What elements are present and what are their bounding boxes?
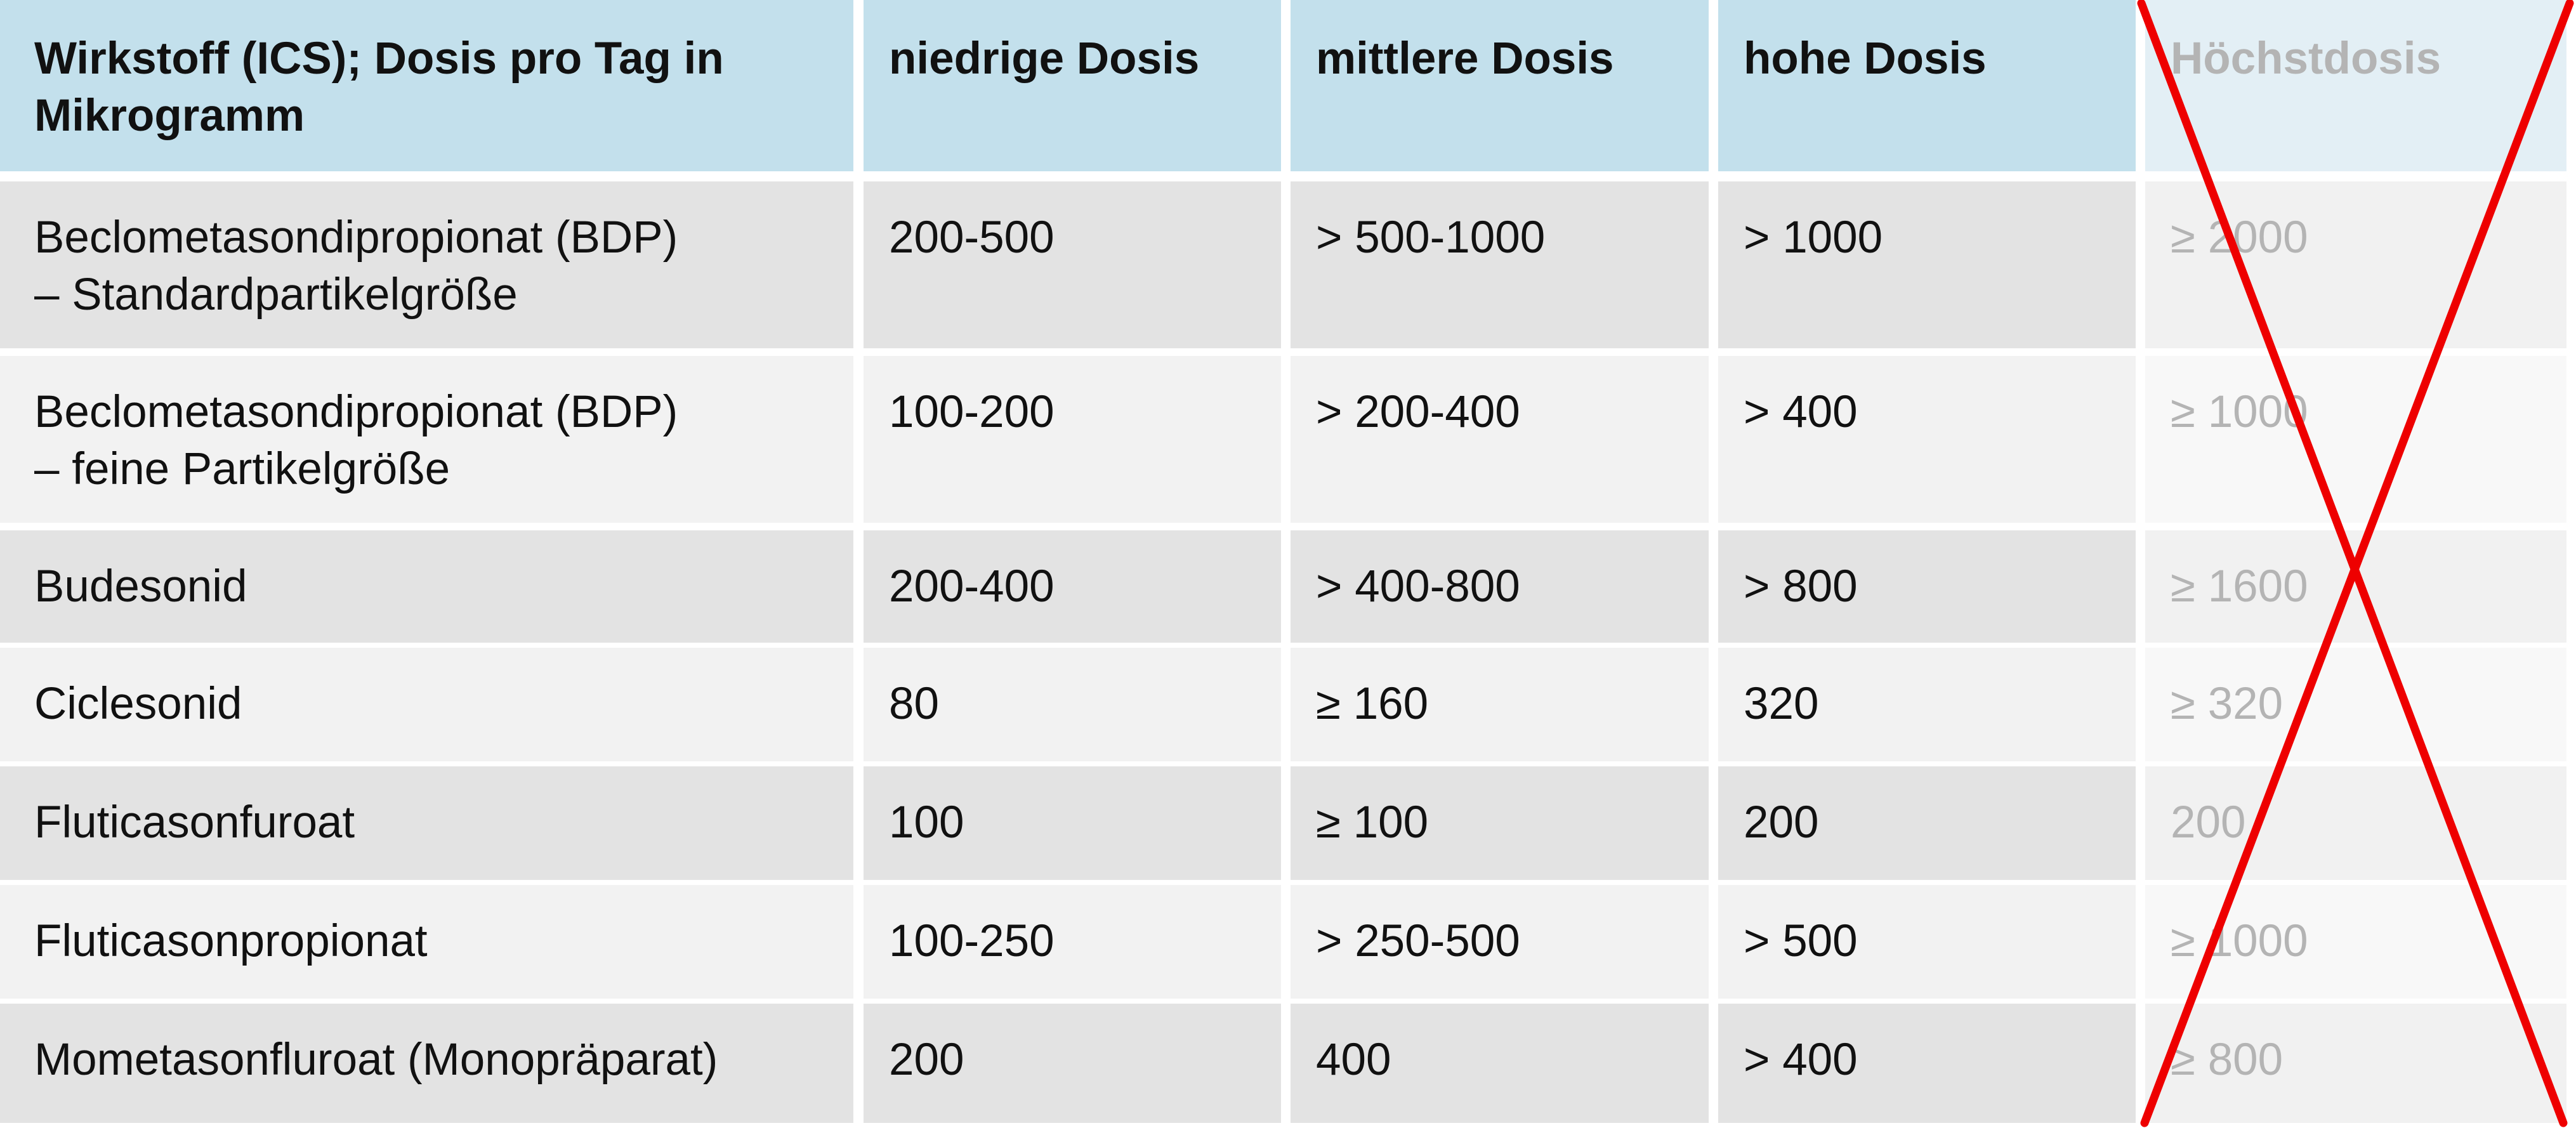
cell-text: 200-500 xyxy=(889,213,1055,263)
table-cell: ≥ 1600 xyxy=(2145,530,2566,643)
cell-text: Fluticasonfuroat xyxy=(34,797,355,848)
table-cell: ≥ 800 xyxy=(2145,1004,2566,1123)
cell-text: 200 xyxy=(1744,797,1819,848)
cell-text: – feine Partikelgröße xyxy=(34,444,450,494)
cell-text: ≥ 1000 xyxy=(2171,387,2308,437)
cell-text: > 500 xyxy=(1744,916,1858,966)
table-cell: ≥ 2000 xyxy=(2145,181,2566,348)
cell-text: Budesonid xyxy=(34,561,247,612)
table-cell: Budesonid xyxy=(0,530,853,643)
table-cell: Mometasonfluroat (Monopräparat) xyxy=(0,1004,853,1123)
table-cell: 200-400 xyxy=(864,530,1281,643)
table-cell: Fluticasonfuroat xyxy=(0,766,853,880)
cell-text: > 500-1000 xyxy=(1316,213,1546,263)
table-cell: 80 xyxy=(864,648,1281,761)
header-cell: Wirkstoff (ICS); Dosis pro Tag in Mikrogr… xyxy=(0,0,853,171)
table-cell: > 200-400 xyxy=(1291,356,1709,523)
table-cell: > 400 xyxy=(1718,1004,2136,1123)
table-cell: ≥ 1000 xyxy=(2145,356,2566,523)
header-cell: mittlere Dosis xyxy=(1291,0,1709,171)
table-cell: > 800 xyxy=(1718,530,2136,643)
table-cell: Fluticasonpropionat xyxy=(0,885,853,999)
cell-text: 200-400 xyxy=(889,561,1055,612)
table-cell: > 250-500 xyxy=(1291,885,1709,999)
table-cell: Ciclesonid xyxy=(0,648,853,761)
cell-text: Beclometasondipropionat (BDP) xyxy=(34,387,678,437)
table-cell: > 500 xyxy=(1718,885,2136,999)
table-cell: 200 xyxy=(2145,766,2566,880)
cell-text: 100 xyxy=(889,797,964,848)
table-cell: 100-200 xyxy=(864,356,1281,523)
table-cell: 200 xyxy=(1718,766,2136,880)
header-text: Wirkstoff (ICS); Dosis pro Tag in xyxy=(34,34,724,84)
cell-text: > 200-400 xyxy=(1316,387,1520,437)
header-text: Mikrogramm xyxy=(34,91,305,141)
cell-text: > 250-500 xyxy=(1316,916,1520,966)
header-text: hohe Dosis xyxy=(1744,34,1987,84)
table-cell: 320 xyxy=(1718,648,2136,761)
header-text: Höchstdosis xyxy=(2171,34,2441,84)
table-cell: > 400-800 xyxy=(1291,530,1709,643)
cell-text: ≥ 1000 xyxy=(2171,916,2308,966)
table-cell: 200 xyxy=(864,1004,1281,1123)
table-cell: > 1000 xyxy=(1718,181,2136,348)
cell-text: 320 xyxy=(1744,679,1819,729)
header-cell: niedrige Dosis xyxy=(864,0,1281,171)
cell-text: > 1000 xyxy=(1744,213,1883,263)
cell-text: Mometasonfluroat (Monopräparat) xyxy=(34,1035,718,1085)
header-cell: hohe Dosis xyxy=(1718,0,2136,171)
header-cell: Höchstdosis xyxy=(2145,0,2566,171)
cell-text: ≥ 1600 xyxy=(2171,561,2308,612)
cell-text: > 400 xyxy=(1744,387,1858,437)
table-cell: ≥ 160 xyxy=(1291,648,1709,761)
table-cell: 100-250 xyxy=(864,885,1281,999)
cell-text: 200 xyxy=(2171,797,2246,848)
table-cell: ≥ 320 xyxy=(2145,648,2566,761)
table-cell: 200-500 xyxy=(864,181,1281,348)
cell-text: ≥ 100 xyxy=(1316,797,1429,848)
cell-text: Ciclesonid xyxy=(34,679,242,729)
header-text: mittlere Dosis xyxy=(1316,34,1614,84)
table-cell: Beclometasondipropionat (BDP) – Standardp… xyxy=(0,181,853,348)
cell-text: 400 xyxy=(1316,1035,1391,1085)
cell-text: ≥ 320 xyxy=(2171,679,2284,729)
cell-text: 200 xyxy=(889,1035,964,1085)
cell-text: 80 xyxy=(889,679,939,729)
table-cell: 400 xyxy=(1291,1004,1709,1123)
table-cell: Beclometasondipropionat (BDP) – feine Par… xyxy=(0,356,853,523)
table-cell: > 500-1000 xyxy=(1291,181,1709,348)
cell-text: ≥ 160 xyxy=(1316,679,1429,729)
header-text: niedrige Dosis xyxy=(889,34,1200,84)
cell-text: 100-250 xyxy=(889,916,1055,966)
table-cell: 100 xyxy=(864,766,1281,880)
cell-text: > 800 xyxy=(1744,561,1858,612)
cell-text: Beclometasondipropionat (BDP) xyxy=(34,213,678,263)
table-cell: ≥ 100 xyxy=(1291,766,1709,880)
table-cell: ≥ 1000 xyxy=(2145,885,2566,999)
table-cell: > 400 xyxy=(1718,356,2136,523)
cell-text: ≥ 800 xyxy=(2171,1035,2284,1085)
cell-text: > 400-800 xyxy=(1316,561,1520,612)
cell-text: – Standardpartikelgröße xyxy=(34,270,518,320)
cell-text: ≥ 2000 xyxy=(2171,213,2308,263)
cell-text: Fluticasonpropionat xyxy=(34,916,428,966)
cell-text: > 400 xyxy=(1744,1035,1858,1085)
cell-text: 100-200 xyxy=(889,387,1055,437)
